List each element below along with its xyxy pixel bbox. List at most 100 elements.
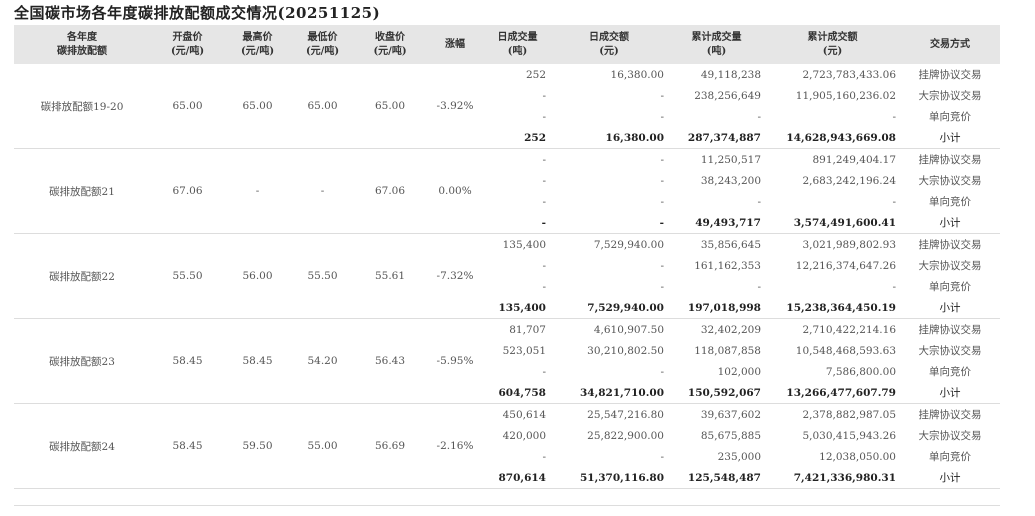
day-volume: 420,000 xyxy=(502,429,546,442)
table-row: - - - - 单向竞价 xyxy=(14,191,1000,212)
cum-volume: - xyxy=(757,280,761,293)
col-quota-header: 各年度 碳排放配额 xyxy=(14,25,150,64)
table-row: - - 38,243,200 2,683,242,196.24 大宗协议交易 xyxy=(14,170,1000,191)
high-price: - xyxy=(225,148,290,234)
trade-method: 挂牌协议交易 xyxy=(918,239,982,251)
cum-amount: 13,266,477,607.79 xyxy=(765,382,900,404)
day-volume: 604,758 xyxy=(485,382,550,404)
trade-method: 挂牌协议交易 xyxy=(918,69,982,81)
table-row: 碳排放配额19-20 65.00 65.00 65.00 65.00 -3.92% 252 1… xyxy=(14,64,1000,149)
table-row: 523,051 30,210,802.50 118,087,858 10,548,46… xyxy=(14,340,1000,361)
day-amount: - xyxy=(660,365,664,378)
trade-method: 大宗协议交易 xyxy=(918,175,982,187)
change-pct: -7.32% xyxy=(425,233,485,319)
table-row: - - 102,000 7,586,800.00 单向竞价 xyxy=(14,361,1000,382)
trade-method: 单向竞价 xyxy=(929,111,971,123)
day-amount: 25,547,216.80 xyxy=(587,408,664,421)
trade-method: 单向竞价 xyxy=(929,281,971,293)
cum-amount: 12,216,374,647.26 xyxy=(795,259,896,272)
quota-name: 碳排放配额24 xyxy=(14,403,150,489)
cum-volume: 49,118,238 xyxy=(700,68,761,81)
high-price: 65.00 xyxy=(225,64,290,149)
carbon-quota-table: 各年度 碳排放配额 开盘价 (元/吨) 最高价 (元/吨) 最低价 (元/吨) 收盘价 … xyxy=(14,25,1000,489)
low-price: 54.20 xyxy=(290,318,355,404)
day-volume: - xyxy=(542,153,546,166)
cum-volume: 238,256,649 xyxy=(694,89,761,102)
cum-amount: - xyxy=(892,110,896,123)
table-row: - - 235,000 12,038,050.00 单向竞价 xyxy=(14,446,1000,467)
day-volume: 135,400 xyxy=(485,297,550,319)
day-volume: - xyxy=(542,259,546,272)
change-pct: 0.00% xyxy=(425,148,485,234)
cum-volume: 161,162,353 xyxy=(694,259,761,272)
table-row: 碳排放配额22 55.50 56.00 55.50 55.61 -7.32% 135,400… xyxy=(14,233,1000,319)
change-pct: -5.95% xyxy=(425,318,485,404)
col-cum-volume-header: 累计成交量 (吨) xyxy=(668,25,765,64)
cum-amount: - xyxy=(892,280,896,293)
table-row: - - - - 单向竞价 xyxy=(14,276,1000,297)
open-price: 58.45 xyxy=(150,318,225,404)
cum-amount: 7,586,800.00 xyxy=(825,365,896,378)
page-title: 全国碳市场各年度碳排放配额成交情况(20251125) xyxy=(14,4,381,22)
trade-method: 挂牌协议交易 xyxy=(918,324,982,336)
day-volume: 450,614 xyxy=(502,408,546,421)
table-row: 碳排放配额21 67.06- -67.06 0.00% - -11,250,517 891,… xyxy=(14,148,1000,234)
trade-method: 小计 xyxy=(900,297,1000,319)
col-low-header: 最低价 (元/吨) xyxy=(290,25,355,64)
day-amount: 16,380.00 xyxy=(610,68,664,81)
cum-volume: 125,548,487 xyxy=(668,467,765,489)
col-cum-amount-header: 累计成交额 (元) xyxy=(765,25,900,64)
cum-volume: 39,637,602 xyxy=(700,408,761,421)
cum-amount: 10,548,468,593.63 xyxy=(795,344,896,357)
day-amount: 51,370,116.80 xyxy=(550,467,668,489)
open-price: 67.06 xyxy=(150,148,225,234)
cum-amount: 15,238,364,450.19 xyxy=(765,297,900,319)
day-volume: 252 xyxy=(525,68,546,81)
cum-amount: 3,021,989,802.93 xyxy=(802,238,896,251)
cum-volume: 150,592,067 xyxy=(668,382,765,404)
bottom-divider xyxy=(14,505,1000,506)
cum-amount: 2,710,422,214.16 xyxy=(802,323,896,336)
table-row: 碳排放配额23 58.45 58.45 54.20 56.43 -5.95% 81,707 4… xyxy=(14,318,1000,404)
day-volume: - xyxy=(542,280,546,293)
quota-name: 碳排放配额19-20 xyxy=(14,64,150,149)
table-row: 碳排放配额24 58.45 59.50 55.00 56.69 -2.16% 450,614… xyxy=(14,403,1000,489)
table-row: - - - - 单向竞价 xyxy=(14,106,1000,127)
trade-method: 挂牌协议交易 xyxy=(918,154,982,166)
close-price: 67.06 xyxy=(355,148,425,234)
quota-name: 碳排放配额22 xyxy=(14,233,150,319)
cum-volume: 32,402,209 xyxy=(700,323,761,336)
day-amount: 7,529,940.00 xyxy=(550,297,668,319)
day-volume: 135,400 xyxy=(502,238,546,251)
day-amount: - xyxy=(550,212,668,234)
trade-method: 小计 xyxy=(900,467,1000,489)
high-price: 56.00 xyxy=(225,233,290,319)
day-volume: - xyxy=(542,365,546,378)
col-change-header: 涨幅 xyxy=(425,25,485,64)
trade-method: 小计 xyxy=(900,212,1000,234)
trade-method: 大宗协议交易 xyxy=(918,260,982,272)
cum-amount: 5,030,415,943.26 xyxy=(802,429,896,442)
change-pct: -2.16% xyxy=(425,403,485,489)
low-price: 55.50 xyxy=(290,233,355,319)
trade-method: 大宗协议交易 xyxy=(918,430,982,442)
low-price: 65.00 xyxy=(290,64,355,149)
table-row: - - 238,256,649 11,905,160,236.02 大宗协议交易 xyxy=(14,85,1000,106)
day-amount: 7,529,940.00 xyxy=(593,238,664,251)
trade-method: 单向竞价 xyxy=(929,196,971,208)
col-close-header: 收盘价 (元/吨) xyxy=(355,25,425,64)
day-amount: 25,822,900.00 xyxy=(587,429,664,442)
trade-method: 小计 xyxy=(900,382,1000,404)
day-volume: - xyxy=(542,89,546,102)
cum-amount: 14,628,943,669.08 xyxy=(765,127,900,149)
cum-volume: 35,856,645 xyxy=(700,238,761,251)
day-amount: 16,380.00 xyxy=(550,127,668,149)
cum-amount: 11,905,160,236.02 xyxy=(795,89,896,102)
cum-volume: - xyxy=(757,110,761,123)
day-volume: - xyxy=(542,450,546,463)
col-day-volume-header: 日成交量 (吨) xyxy=(485,25,550,64)
cum-volume: 49,493,717 xyxy=(668,212,765,234)
cum-amount: 3,574,491,600.41 xyxy=(765,212,900,234)
day-amount: 30,210,802.50 xyxy=(587,344,664,357)
day-amount: - xyxy=(660,259,664,272)
